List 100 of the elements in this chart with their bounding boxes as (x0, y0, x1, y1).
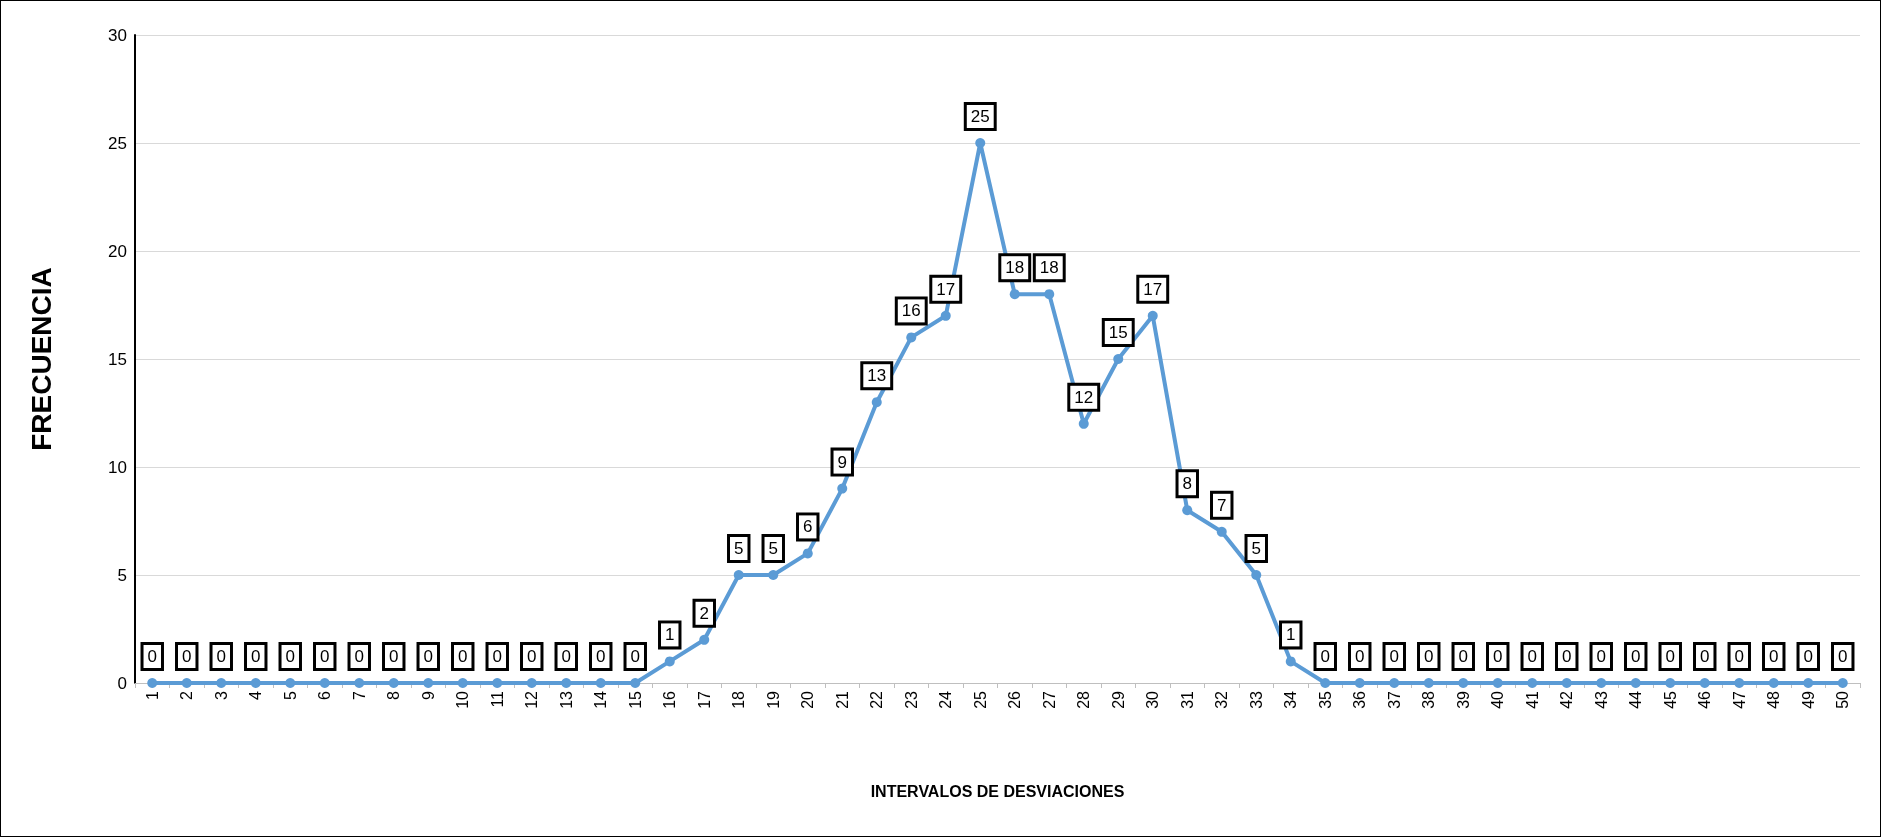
point (1182, 505, 1193, 516)
point (1699, 678, 1710, 688)
data-label: 7 (1217, 495, 1227, 515)
data-label: 9 (837, 452, 847, 472)
x-tick-label: 29 (1109, 690, 1127, 709)
data-label: 18 (1005, 258, 1025, 278)
y-tick-label: 0 (117, 673, 127, 693)
x-tick-label: 19 (764, 690, 782, 709)
point (1354, 678, 1365, 688)
y-tick-label: 20 (108, 241, 127, 261)
data-label: 0 (1596, 647, 1606, 666)
x-axis-title: INTERVALOS DE DESVIACIONES (870, 782, 1125, 800)
x-tick-label: 3 (212, 690, 230, 700)
x-tick-label: 17 (695, 690, 713, 709)
point (492, 678, 503, 688)
data-label: 0 (1320, 647, 1330, 666)
point (1596, 678, 1607, 688)
y-tick-label: 25 (108, 133, 127, 153)
point (1492, 678, 1503, 688)
data-label: 1 (1286, 625, 1296, 645)
data-label: 0 (1458, 647, 1468, 666)
data-label: 0 (1700, 647, 1710, 666)
point (733, 570, 744, 580)
point (1320, 678, 1331, 688)
point (1665, 678, 1676, 688)
x-tick-label: 13 (557, 690, 575, 709)
data-label: 0 (1527, 647, 1537, 666)
x-tick-label: 23 (902, 690, 920, 709)
x-tick-label: 38 (1420, 690, 1438, 709)
point (1285, 656, 1296, 667)
point (1561, 678, 1572, 688)
data-label: 0 (1631, 647, 1641, 666)
point (1803, 678, 1814, 688)
data-label: 0 (1769, 647, 1779, 666)
point (699, 634, 710, 645)
data-label: 18 (1039, 258, 1059, 278)
point (1630, 678, 1641, 688)
point (250, 678, 261, 688)
point (1044, 289, 1055, 300)
data-label: 0 (561, 647, 571, 666)
data-label: 0 (285, 647, 295, 666)
y-axis-title: FRECUENCIA (25, 267, 57, 451)
point (1527, 678, 1538, 688)
data-label: 5 (1251, 539, 1261, 558)
point (1389, 678, 1400, 688)
x-tick-label: 46 (1696, 690, 1714, 709)
x-tick-label: 2 (178, 690, 196, 700)
data-label: 0 (630, 647, 640, 666)
data-label: 5 (768, 539, 778, 558)
point (526, 678, 537, 688)
data-label: 12 (1074, 387, 1094, 407)
x-tick-label: 32 (1213, 690, 1231, 709)
point (1147, 310, 1158, 321)
point (940, 310, 951, 321)
point (768, 570, 779, 580)
x-tick-label: 31 (1178, 690, 1196, 709)
data-label: 0 (1493, 647, 1503, 666)
data-label: 0 (147, 647, 157, 666)
data-label: 0 (389, 647, 399, 666)
x-tick-label: 16 (661, 690, 679, 709)
x-tick-label: 41 (1523, 690, 1541, 709)
point (1009, 289, 1020, 300)
x-tick-label: 26 (1006, 690, 1024, 709)
data-label: 8 (1182, 474, 1192, 494)
data-label: 0 (1355, 647, 1365, 666)
data-label: 0 (1734, 647, 1744, 666)
x-tick-label: 8 (385, 690, 403, 700)
x-tick-label: 18 (730, 690, 748, 709)
x-tick-label: 7 (350, 690, 368, 700)
x-tick-label: 36 (1351, 690, 1369, 709)
data-label: 0 (1424, 647, 1434, 666)
point (595, 678, 606, 688)
x-tick-label: 40 (1489, 690, 1507, 709)
data-label: 17 (936, 279, 956, 299)
x-tick-label: 44 (1627, 690, 1645, 709)
data-label: 17 (1143, 279, 1163, 299)
x-tick-label: 45 (1661, 690, 1679, 709)
x-tick-label: 24 (937, 690, 955, 709)
data-label: 0 (423, 647, 433, 666)
data-label: 15 (1108, 323, 1128, 342)
x-tick-label: 35 (1316, 690, 1334, 709)
data-label: 0 (251, 647, 261, 666)
data-label: 2 (699, 603, 709, 623)
data-label: 0 (1838, 647, 1848, 666)
point (457, 678, 468, 688)
x-tick-label: 30 (1144, 690, 1162, 709)
point (871, 397, 882, 408)
point (1078, 418, 1089, 429)
data-label: 0 (492, 647, 502, 666)
x-tick-label: 48 (1765, 690, 1783, 709)
point (354, 678, 365, 688)
data-label: 0 (216, 647, 226, 666)
x-tick-label: 28 (1075, 690, 1093, 709)
x-tick-label: 50 (1834, 690, 1852, 709)
data-label: 0 (458, 647, 468, 666)
point (1458, 678, 1469, 688)
point (1837, 678, 1848, 688)
x-tick-label: 33 (1247, 690, 1265, 709)
y-tick-label: 5 (117, 565, 127, 585)
x-tick-label: 11 (488, 690, 506, 708)
